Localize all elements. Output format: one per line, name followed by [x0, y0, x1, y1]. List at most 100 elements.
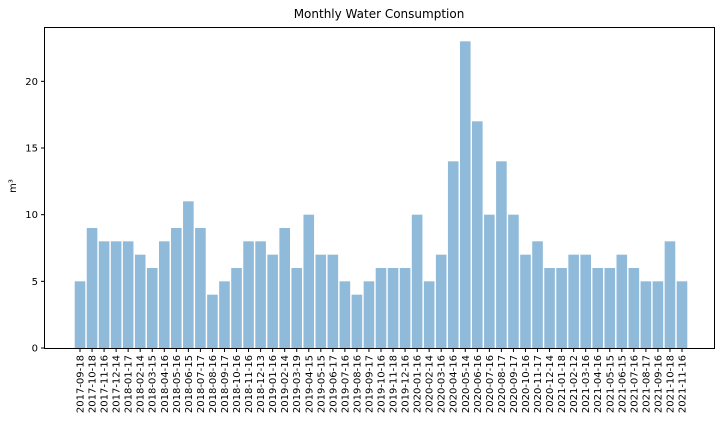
bar-2021-02-12 [568, 254, 579, 348]
bar-2018-06-15 [183, 201, 194, 348]
chart-title: Monthly Water Consumption [294, 7, 465, 21]
x-tick-label: 2021-11-16 [678, 355, 689, 413]
x-tick-label: 2019-01-16 [268, 355, 279, 413]
x-tick-label: 2019-12-16 [401, 355, 412, 413]
x-tick-label: 2018-02-14 [136, 355, 147, 413]
x-tick-label: 2019-07-16 [340, 355, 351, 413]
bar-2019-10-16 [375, 268, 387, 348]
x-tick-label: 2020-06-16 [473, 355, 484, 413]
x-tick-label: 2020-04-16 [449, 355, 460, 413]
x-tick-label: 2017-12-14 [112, 355, 123, 413]
bar-2019-08-16 [351, 294, 363, 348]
x-tick-label: 2019-03-19 [292, 355, 303, 413]
bar-2020-06-16 [472, 121, 483, 348]
bar-2021-08-17 [640, 281, 652, 348]
bar-2019-01-16 [267, 254, 278, 348]
bar-2021-01-18 [556, 268, 567, 348]
x-tick-label: 2019-05-15 [316, 355, 327, 413]
x-tick-label: 2021-08-17 [641, 355, 652, 413]
plot-frame [44, 27, 715, 349]
x-tick-label: 2018-10-16 [232, 355, 243, 413]
bar-2018-03-15 [146, 268, 158, 348]
y-axis-label: m³ [8, 179, 19, 193]
bar-2020-09-17 [508, 214, 519, 348]
y-tick-label: 10 [25, 210, 38, 221]
x-tick-label: 2017-11-16 [100, 355, 111, 413]
bar-2019-07-16 [339, 281, 351, 348]
bar-2021-11-16 [676, 281, 688, 348]
x-tick-label: 2018-08-16 [208, 355, 219, 413]
x-tick-label: 2021-09-16 [653, 355, 664, 413]
x-tick-label: 2019-11-18 [389, 355, 400, 413]
bar-2021-10-18 [664, 241, 676, 348]
x-tick-label: 2018-06-15 [184, 355, 195, 413]
bar-2018-12-13 [255, 241, 266, 348]
bar-2017-09-18 [74, 281, 86, 348]
x-tick-label: 2019-06-17 [328, 355, 339, 413]
x-tick-label: 2021-03-16 [581, 355, 592, 413]
x-tick-label: 2020-01-16 [413, 355, 424, 413]
bar-2018-10-16 [231, 268, 242, 348]
x-tick-label: 2020-12-14 [545, 355, 556, 413]
bar-2018-08-16 [207, 294, 218, 348]
y-tick-label: 20 [25, 77, 38, 88]
x-tick-label: 2021-01-18 [557, 355, 568, 413]
x-tick-label: 2020-02-14 [425, 355, 436, 413]
x-tick-label: 2021-10-18 [665, 355, 676, 413]
bar-2019-11-18 [387, 268, 399, 348]
bar-2020-10-16 [520, 254, 531, 348]
x-tick-label: 2017-09-18 [76, 355, 87, 413]
bar-2018-05-16 [171, 228, 182, 348]
bar-2021-06-15 [616, 254, 628, 348]
x-tick-label: 2018-07-17 [196, 355, 207, 413]
y-tick-label: 5 [32, 277, 38, 288]
bar-2017-12-14 [110, 241, 122, 348]
y-tick-label: 15 [25, 144, 38, 155]
x-tick-label: 2018-11-16 [244, 355, 255, 413]
bar-2019-02-14 [279, 228, 290, 348]
bar-2019-09-17 [363, 281, 375, 348]
bar-2021-07-16 [628, 268, 640, 348]
bar-2021-03-16 [580, 254, 591, 348]
bar-2019-05-15 [315, 254, 327, 348]
x-tick-label: 2020-10-16 [521, 355, 532, 413]
x-tick-label: 2020-05-14 [461, 355, 472, 413]
bar-2020-08-17 [496, 161, 507, 348]
bar-2018-04-16 [158, 241, 170, 348]
bar-2020-03-16 [435, 254, 447, 348]
bar-2020-05-14 [459, 41, 471, 348]
bar-2018-02-14 [134, 254, 146, 348]
bar-2020-07-16 [484, 214, 495, 348]
bar-2019-03-19 [291, 268, 303, 348]
x-tick-label: 2018-09-17 [220, 355, 231, 413]
bar-2017-10-18 [86, 228, 98, 348]
x-tick-label: 2019-04-15 [304, 355, 315, 413]
y-axis: 0 5 10 15 20 [25, 77, 45, 355]
x-tick-label: 2018-12-13 [256, 355, 267, 413]
bars-group [74, 41, 688, 348]
x-tick-label: 2020-03-16 [437, 355, 448, 413]
x-tick-label: 2018-01-17 [124, 355, 135, 413]
y-tick-label: 0 [32, 344, 38, 355]
x-tick-label: 2021-07-16 [629, 355, 640, 413]
x-tick-label: 2021-04-16 [593, 355, 604, 413]
x-tick-label: 2018-03-15 [148, 355, 159, 413]
x-tick-label: 2019-10-16 [377, 355, 388, 413]
bar-2021-09-16 [652, 281, 664, 348]
x-tick-label: 2019-02-14 [280, 355, 291, 413]
bar-2020-02-14 [423, 281, 435, 348]
bar-2017-11-16 [98, 241, 110, 348]
x-tick-label: 2017-10-18 [88, 355, 99, 413]
bar-2021-04-16 [592, 268, 604, 348]
x-tick-label: 2019-08-16 [352, 355, 363, 413]
bar-2018-01-17 [122, 241, 134, 348]
bar-2018-07-17 [195, 228, 206, 348]
bar-2019-04-15 [303, 214, 315, 348]
bar-2019-12-16 [399, 268, 411, 348]
x-tick-label: 2021-05-15 [605, 355, 616, 413]
bar-2020-04-16 [447, 161, 459, 348]
x-tick-label: 2020-11-17 [533, 355, 544, 413]
x-tick-label: 2020-09-17 [509, 355, 520, 413]
x-tick-label: 2018-05-16 [172, 355, 183, 413]
